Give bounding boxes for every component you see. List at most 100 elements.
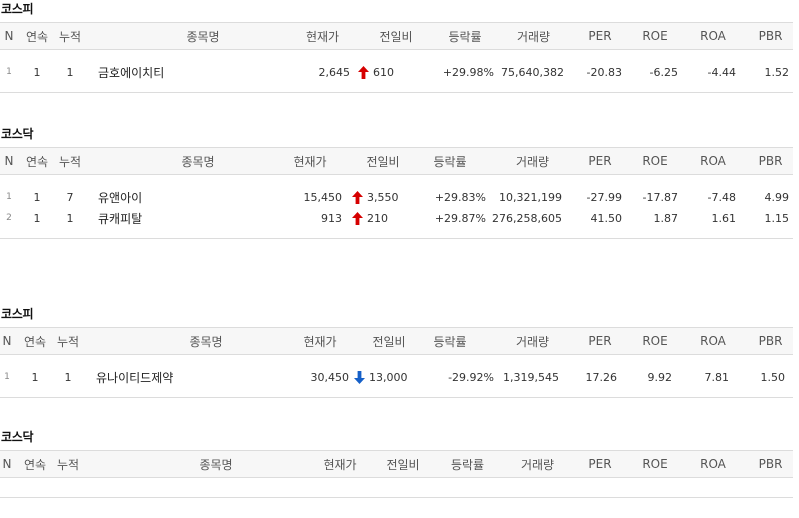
current-price: 2,645 [318,65,351,79]
header-volume: 거래량 [515,334,550,349]
section-title: 코스닥 [1,430,34,444]
table-row: 1 1 7 유앤아이 15,450 3,550 +29.83% 10,321,199 -27.9… [0,187,793,207]
streak-count: 1 [33,190,41,204]
section-title: 코스피 [1,2,34,16]
table-bottom-border [0,397,793,398]
header-total: 누적 [58,154,82,169]
roe-value: -6.25 [649,65,678,79]
header-n: N [2,457,12,471]
row-index: 2 [6,213,12,223]
volume: 75,640,382 [501,65,564,79]
header-change: 전일비 [372,334,406,349]
header-n: N [4,29,14,43]
current-price: 15,450 [303,190,343,204]
header-price: 현재가 [293,154,327,169]
table-header: N 연속 누적 종목명 현재가 전일비 등락률 거래량 PER ROE ROA PBR [0,22,793,50]
per-value: 41.50 [590,211,623,225]
total-count: 1 [66,65,74,79]
streak-count: 1 [31,370,39,384]
pbr-value: 1.52 [764,65,790,79]
roa-value: -7.48 [707,190,736,204]
change-amount: 13,000 [354,367,434,387]
change-rate: +29.98% [442,65,494,79]
header-total: 누적 [58,29,82,44]
change-rate: -29.92% [448,370,494,384]
stock-name-link[interactable]: 유앤아이 [98,190,143,205]
change-rate: +29.87% [434,211,486,225]
arrow-up-icon [352,190,363,204]
change-amount-value: 13,000 [369,370,408,384]
roa-value: 1.61 [711,211,737,225]
header-stock-name: 종목명 [199,457,233,472]
roe-value: 9.92 [647,370,673,384]
header-stock-name: 종목명 [186,29,220,44]
current-price: 913 [321,211,342,225]
table-row: 1 1 1 유나이티드제약 30,450 13,000 -29.92% 1,319,545 17… [0,367,793,387]
roe-value: 1.87 [653,211,679,225]
header-per: PER [588,29,612,43]
roa-value: 7.81 [704,370,730,384]
per-value: -27.99 [586,190,622,204]
pbr-value: 4.99 [764,190,790,204]
table-header: N 연속 누적 종목명 현재가 전일비 등락률 거래량 PER ROE ROA PBR [0,147,793,175]
header-streak: 연속 [25,29,49,44]
total-count: 1 [66,211,74,225]
table-row: 1 1 1 금호에이치티 2,645 610 +29.98% 75,640,382 -20.83… [0,62,793,82]
header-pbr: PBR [758,334,783,348]
change-amount: 610 [358,62,434,82]
volume: 276,258,605 [492,211,562,225]
header-roe: ROE [642,334,668,348]
header-volume: 거래량 [515,154,550,169]
header-roe: ROE [642,457,668,471]
table-header: N 연속 누적 종목명 현재가 전일비 등락률 거래량 PER ROE ROA PBR [0,450,793,478]
header-stock-name: 종목명 [181,154,215,169]
header-price: 현재가 [323,457,357,472]
header-pbr: PBR [758,154,783,168]
header-volume: 거래량 [516,29,551,44]
header-change: 전일비 [366,154,400,169]
row-index: 1 [4,372,10,382]
current-price: 30,450 [310,370,350,384]
header-n: N [2,334,12,348]
header-pbr: PBR [758,457,783,471]
total-count: 7 [66,190,74,204]
change-amount: 210 [352,208,434,228]
total-count: 1 [64,370,72,384]
stock-name-link[interactable]: 유나이티드제약 [96,370,174,385]
per-value: -20.83 [586,65,622,79]
header-price: 현재가 [305,29,340,44]
header-roa: ROA [700,457,726,471]
stock-name-link[interactable]: 큐캐피탈 [98,211,143,226]
arrow-up-icon [358,65,369,79]
header-rate: 등락률 [433,154,467,169]
table-bottom-border [0,92,793,93]
header-roa: ROA [700,154,726,168]
header-per: PER [588,334,612,348]
header-roe: ROE [642,29,668,43]
header-per: PER [588,457,612,471]
header-pbr: PBR [758,29,783,43]
section-title: 코스피 [1,307,34,321]
header-rate: 등락률 [448,29,482,44]
stock-name-link[interactable]: 금호에이치티 [98,65,165,80]
header-price: 현재가 [303,334,337,349]
roa-value: -4.44 [707,65,736,79]
table-row: 2 1 1 큐캐피탈 913 210 +29.87% 276,258,605 41.50 1.87… [0,208,793,228]
header-streak: 연속 [23,334,47,349]
header-n: N [4,154,14,168]
header-change: 전일비 [379,29,413,44]
streak-count: 1 [33,65,41,79]
header-roa: ROA [700,334,726,348]
header-total: 누적 [56,334,80,349]
pbr-value: 1.15 [764,211,790,225]
header-stock-name: 종목명 [189,334,223,349]
streak-count: 1 [33,211,41,225]
header-streak: 연속 [25,154,49,169]
change-amount-value: 610 [373,65,394,79]
arrow-down-icon [354,370,365,384]
header-per: PER [588,154,612,168]
change-rate: +29.83% [434,190,486,204]
table-bottom-border [0,238,793,239]
header-change: 전일비 [386,457,420,472]
header-rate: 등락률 [433,334,467,349]
